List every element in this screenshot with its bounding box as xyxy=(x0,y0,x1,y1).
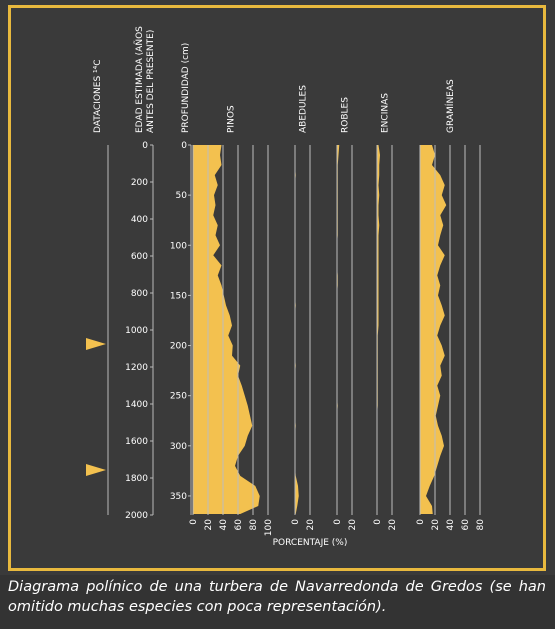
panel-name: ABEDULES xyxy=(299,85,309,133)
x-tick-label: 0 xyxy=(416,519,426,525)
dating-marker xyxy=(86,338,106,351)
frame xyxy=(8,5,546,571)
pollen-area xyxy=(420,145,447,514)
depth-tick-label: 350 xyxy=(170,492,187,502)
age-tick-label: 1200 xyxy=(125,363,148,373)
dating-label: DATACIONES ¹⁴C xyxy=(93,59,103,133)
depth-label: PROFUNDIDAD (cm) xyxy=(181,43,191,133)
panel-name: GRAMÍNEAS xyxy=(444,79,456,133)
depth-tick-label: 300 xyxy=(170,442,187,452)
depth-tick-label: 250 xyxy=(170,392,187,402)
depth-tick-label: 50 xyxy=(176,191,188,201)
x-tick-label: 80 xyxy=(249,519,259,531)
age-tick-label: 200 xyxy=(131,178,148,188)
x-axis-label: PORCENTAJE (%) xyxy=(273,538,348,548)
depth-tick-label: 150 xyxy=(170,291,187,301)
x-tick-label: 0 xyxy=(373,519,383,525)
x-tick-label: 20 xyxy=(204,519,214,531)
background xyxy=(0,0,555,575)
age-tick-label: 1600 xyxy=(125,437,148,447)
age-tick-label: 1000 xyxy=(125,326,148,336)
x-tick-label: 80 xyxy=(476,519,486,531)
x-tick-label: 100 xyxy=(264,519,274,536)
age-tick-label: 400 xyxy=(131,215,148,225)
age-label: EDAD ESTIMADA (AÑOS xyxy=(134,26,145,133)
x-tick-label: 60 xyxy=(234,519,244,531)
pollen-area xyxy=(193,145,260,514)
depth-tick-label: 0 xyxy=(181,141,187,151)
x-tick-label: 20 xyxy=(388,519,398,531)
panel-name: PINOS xyxy=(227,105,237,133)
x-tick-label: 0 xyxy=(291,519,301,525)
age-tick-label: 600 xyxy=(131,252,148,262)
x-tick-label: 40 xyxy=(446,519,456,531)
dating-marker xyxy=(86,464,106,477)
x-tick-label: 20 xyxy=(306,519,316,531)
caption: Diagrama polínico de una turbera de Nava… xyxy=(8,579,546,615)
depth-tick-label: 200 xyxy=(170,342,187,352)
x-tick-label: 0 xyxy=(189,519,199,525)
age-tick-label: 2000 xyxy=(125,511,148,521)
pollen-area xyxy=(377,145,380,514)
depth-tick-label: 100 xyxy=(170,241,187,251)
age-tick-label: 800 xyxy=(131,289,148,299)
x-tick-label: 20 xyxy=(431,519,441,531)
age-tick-label: 1800 xyxy=(125,474,148,484)
panel-name: ENCINAS xyxy=(381,93,391,133)
x-tick-label: 0 xyxy=(333,519,343,525)
x-tick-label: 40 xyxy=(219,519,229,531)
panel-name: ROBLES xyxy=(341,97,351,133)
x-tick-label: 20 xyxy=(348,519,358,531)
x-tick-label: 60 xyxy=(461,519,471,531)
age-tick-label: 1400 xyxy=(125,400,148,410)
age-label: ANTES DEL PRESENTE) xyxy=(146,30,156,133)
chart: PORCENTAJE (%) DATACIONES ¹⁴C EDAD ESTIMA… xyxy=(0,0,555,575)
age-tick-label: 0 xyxy=(142,141,148,151)
pollen-area xyxy=(337,145,340,514)
